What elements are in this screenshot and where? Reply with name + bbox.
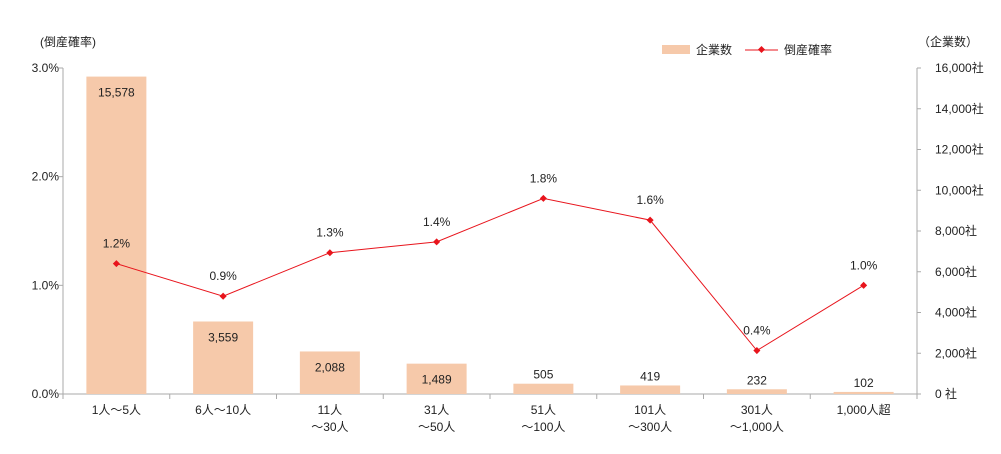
rate-marker	[860, 281, 868, 289]
left-tick-label: 2.0%	[32, 170, 60, 184]
legend-bar-swatch	[662, 45, 690, 54]
rate-marker	[433, 238, 441, 246]
bar	[406, 363, 467, 394]
bar-data-label: 419	[640, 369, 660, 383]
left-axis-label: (倒産確率)	[40, 34, 96, 49]
x-tick-label: ～100人	[521, 420, 565, 434]
bar-data-label: 2,088	[315, 360, 345, 374]
x-tick-label: 1人～5人	[92, 403, 141, 417]
rate-line	[116, 197, 864, 352]
right-tick-label: 10,000社	[935, 182, 984, 197]
right-axis-label: （企業数）	[918, 34, 978, 49]
x-tick-label: ～1,000人	[730, 420, 784, 434]
rate-marker	[112, 260, 120, 268]
bar-data-label: 232	[747, 373, 767, 387]
bar	[299, 351, 360, 394]
legend-line-label: 倒産確率	[784, 42, 832, 57]
bar-data-label: 505	[533, 368, 553, 382]
rate-data-label: 1.0%	[850, 258, 878, 272]
x-tick-label: 51人	[531, 403, 556, 417]
bar-data-label: 15,578	[98, 86, 135, 100]
right-tick-label: 16,000社	[935, 60, 984, 75]
x-tick-label: 101人	[634, 403, 666, 417]
rate-data-label: 1.8%	[530, 171, 558, 185]
bar	[86, 76, 147, 394]
bar	[193, 321, 254, 394]
left-tick-label: 3.0%	[32, 61, 60, 75]
bar-data-label: 102	[854, 376, 874, 390]
right-tick-label: 0 社	[935, 386, 957, 401]
rate-data-label: 1.3%	[316, 226, 344, 240]
x-tick-label: 31人	[424, 403, 449, 417]
rate-marker	[219, 292, 227, 300]
x-tick-label: ～30人	[311, 420, 348, 434]
right-tick-label: 2,000社	[935, 345, 977, 360]
bar-data-label: 3,559	[208, 330, 238, 344]
legend: 企業数 倒産確率	[662, 42, 832, 57]
rate-marker	[646, 216, 654, 224]
right-tick-label: 4,000社	[935, 305, 977, 320]
right-tick-label: 8,000社	[935, 223, 977, 238]
x-tick-label: ～50人	[418, 420, 455, 434]
x-tick-label: 11人	[318, 403, 342, 417]
rate-marker	[539, 194, 547, 202]
rate-data-label: 0.4%	[743, 324, 771, 338]
right-tick-label: 14,000社	[935, 101, 984, 116]
bar-data-label: 1,489	[422, 373, 452, 387]
bar	[726, 389, 787, 394]
rate-marker	[326, 249, 334, 257]
legend-bar-label: 企業数	[696, 42, 732, 57]
x-tick-label: 6人～10人	[195, 403, 251, 417]
x-tick-label: 1,000人超	[837, 402, 891, 417]
left-tick-label: 1.0%	[32, 278, 60, 292]
x-tick-label: 301人	[741, 403, 773, 417]
rate-data-label: 0.9%	[209, 269, 237, 283]
bar	[833, 391, 894, 394]
rate-marker	[753, 346, 761, 355]
rate-data-label: 1.2%	[103, 237, 131, 251]
bar	[620, 385, 681, 394]
x-tick-label: ～300人	[628, 420, 672, 434]
right-tick-label: 6,000社	[935, 264, 977, 279]
left-tick-label: 0.0%	[32, 387, 60, 401]
rate-data-label: 1.6%	[636, 193, 664, 207]
rate-data-label: 1.4%	[423, 215, 451, 229]
bar	[513, 383, 574, 394]
legend-marker	[757, 45, 766, 54]
right-tick-label: 12,000社	[935, 142, 984, 157]
